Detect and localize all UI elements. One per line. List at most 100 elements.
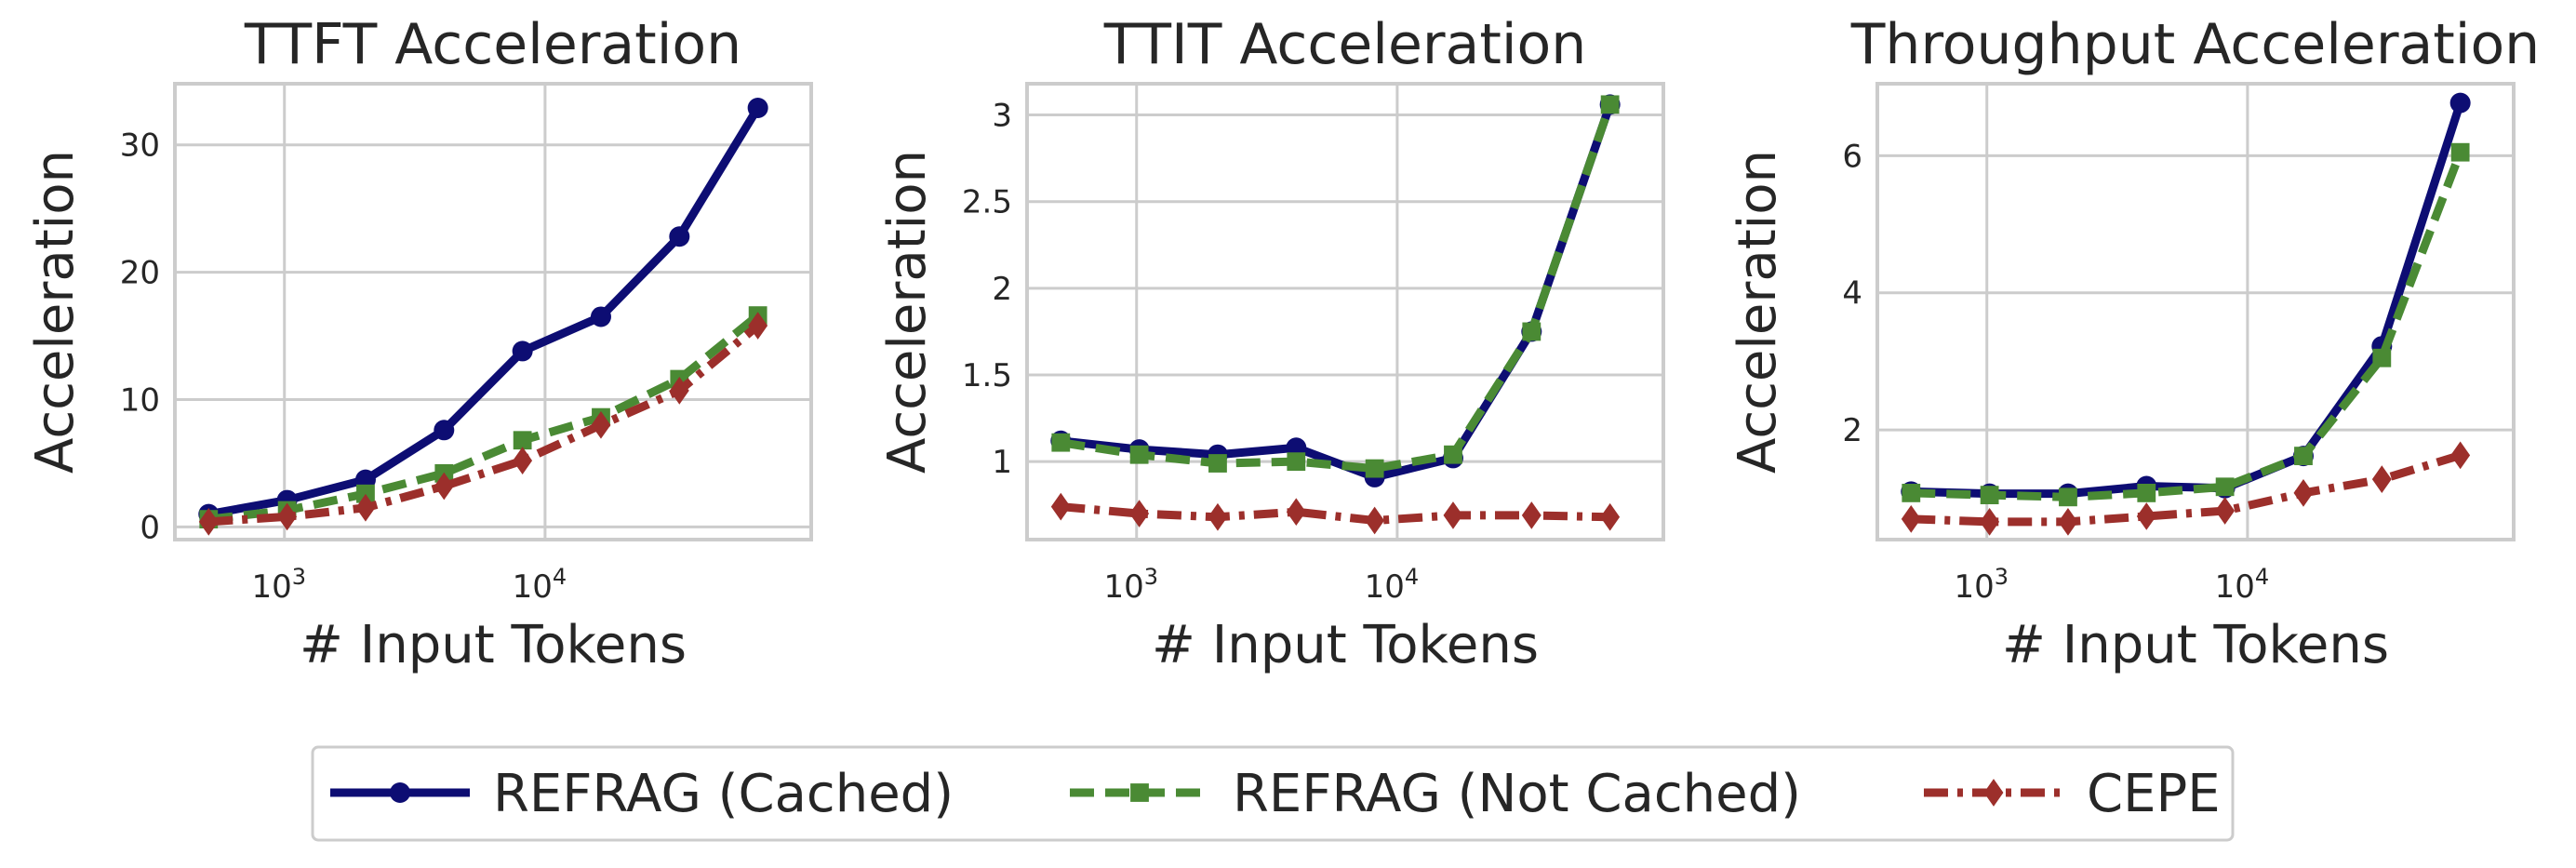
y-axis-label: Acceleration — [877, 150, 938, 474]
x-tick-base: 10 — [1103, 568, 1143, 606]
data-point — [277, 502, 298, 531]
chart-title: Throughput Acceleration — [1850, 12, 2540, 77]
series-line — [207, 105, 762, 519]
x-tick-base: 10 — [1954, 568, 1994, 606]
legend-label: REFRAG (Cached) — [493, 764, 954, 824]
x-tick-label: 104 — [513, 564, 567, 606]
data-point — [1208, 454, 1227, 473]
data-point — [1287, 452, 1306, 472]
plot-frame — [1875, 82, 2516, 541]
x-axis-label: # Input Tokens — [300, 615, 687, 675]
data-point — [2372, 348, 2392, 367]
x-tick-exponent: 4 — [553, 564, 567, 590]
data-point — [1050, 492, 1071, 521]
x-tick-exponent: 3 — [1144, 564, 1158, 590]
data-point — [748, 312, 768, 340]
y-tick-label: 6 — [1842, 138, 1862, 175]
series-refrag-not-cached — [1051, 95, 1620, 478]
data-point — [1901, 505, 1921, 533]
series-line — [1060, 102, 1614, 482]
series-cepe — [198, 312, 768, 536]
legend-marker — [1130, 783, 1149, 802]
series-line — [207, 322, 761, 527]
data-point — [1286, 498, 1306, 527]
chart-title: TTFT Acceleration — [244, 12, 741, 77]
data-point — [1521, 501, 1542, 529]
data-point — [198, 507, 219, 536]
series-refrag-not-cached — [1902, 142, 2470, 507]
data-point — [512, 341, 533, 362]
x-tick-base: 10 — [513, 568, 553, 606]
x-tick-label: 104 — [1365, 564, 1420, 606]
data-point — [2450, 142, 2470, 162]
data-point — [2371, 465, 2392, 494]
y-tick-label: 30 — [120, 127, 160, 165]
data-point — [434, 472, 454, 501]
plot-frame — [173, 82, 813, 541]
x-tick-base: 10 — [1365, 568, 1405, 606]
data-point — [2058, 507, 2078, 536]
data-point — [1443, 501, 1463, 529]
x-tick-label: 103 — [1103, 564, 1158, 606]
y-tick-label: 3 — [992, 98, 1012, 135]
y-tick-label: 0 — [140, 509, 160, 546]
legend-label: REFRAG (Not Cached) — [1233, 764, 1801, 824]
x-tick-exponent: 3 — [1995, 564, 2009, 590]
y-tick-label: 2 — [992, 271, 1012, 308]
data-point — [1522, 322, 1542, 341]
x-axis-label: # Input Tokens — [2002, 615, 2389, 675]
legend-marker — [390, 782, 410, 803]
legend-marker — [1983, 779, 2004, 807]
data-point — [1129, 500, 1150, 527]
data-point — [590, 306, 611, 327]
x-tick-exponent: 4 — [1405, 564, 1419, 590]
x-axis-label: # Input Tokens — [1152, 615, 1539, 675]
legend-entry: REFRAG (Not Cached) — [1070, 764, 1801, 824]
data-point — [1600, 95, 1620, 114]
data-point — [513, 431, 532, 450]
chart-title: TTIT Acceleration — [1103, 12, 1587, 77]
legend-label: CEPE — [2087, 764, 2221, 824]
data-point — [2294, 447, 2313, 466]
data-point — [1980, 507, 2000, 536]
data-point — [1600, 502, 1621, 531]
series-line — [207, 312, 761, 524]
series-line — [1911, 101, 2464, 499]
data-point — [669, 226, 690, 247]
legend-entry: CEPE — [1924, 764, 2221, 824]
data-point — [1365, 459, 1384, 478]
data-point — [591, 410, 611, 439]
y-tick-label: 2 — [1842, 412, 1862, 449]
y-tick-label: 1.5 — [962, 357, 1012, 394]
data-point — [669, 377, 689, 405]
data-point — [1365, 506, 1385, 535]
data-point — [2293, 479, 2314, 507]
x-tick-label: 104 — [2215, 564, 2270, 606]
x-tick-base: 10 — [251, 568, 291, 606]
legend-entry: REFRAG (Cached) — [330, 764, 954, 824]
series-line — [1911, 151, 2464, 501]
data-point — [513, 447, 533, 474]
x-tick-exponent: 3 — [292, 564, 306, 590]
data-point — [1444, 445, 1462, 464]
data-point — [1051, 433, 1071, 452]
data-point — [355, 493, 376, 522]
chart-panel-3: 2 4 6 103 104 Throughput Acceleration # Input … — [1728, 12, 2540, 675]
data-point — [2449, 92, 2471, 114]
y-axis-label: Acceleration — [25, 150, 86, 474]
data-point — [1208, 502, 1228, 531]
series-line — [1060, 102, 1614, 474]
x-tick-label: 103 — [251, 564, 306, 606]
data-point — [1129, 445, 1149, 464]
y-tick-label: 4 — [1842, 275, 1862, 313]
x-tick-label: 103 — [1954, 564, 2009, 606]
y-axis-label: Acceleration — [1728, 150, 1788, 474]
data-point — [2450, 441, 2471, 470]
data-point — [2136, 502, 2156, 530]
data-point — [434, 420, 455, 441]
data-point — [356, 484, 375, 503]
plot-frame — [1025, 82, 1665, 541]
